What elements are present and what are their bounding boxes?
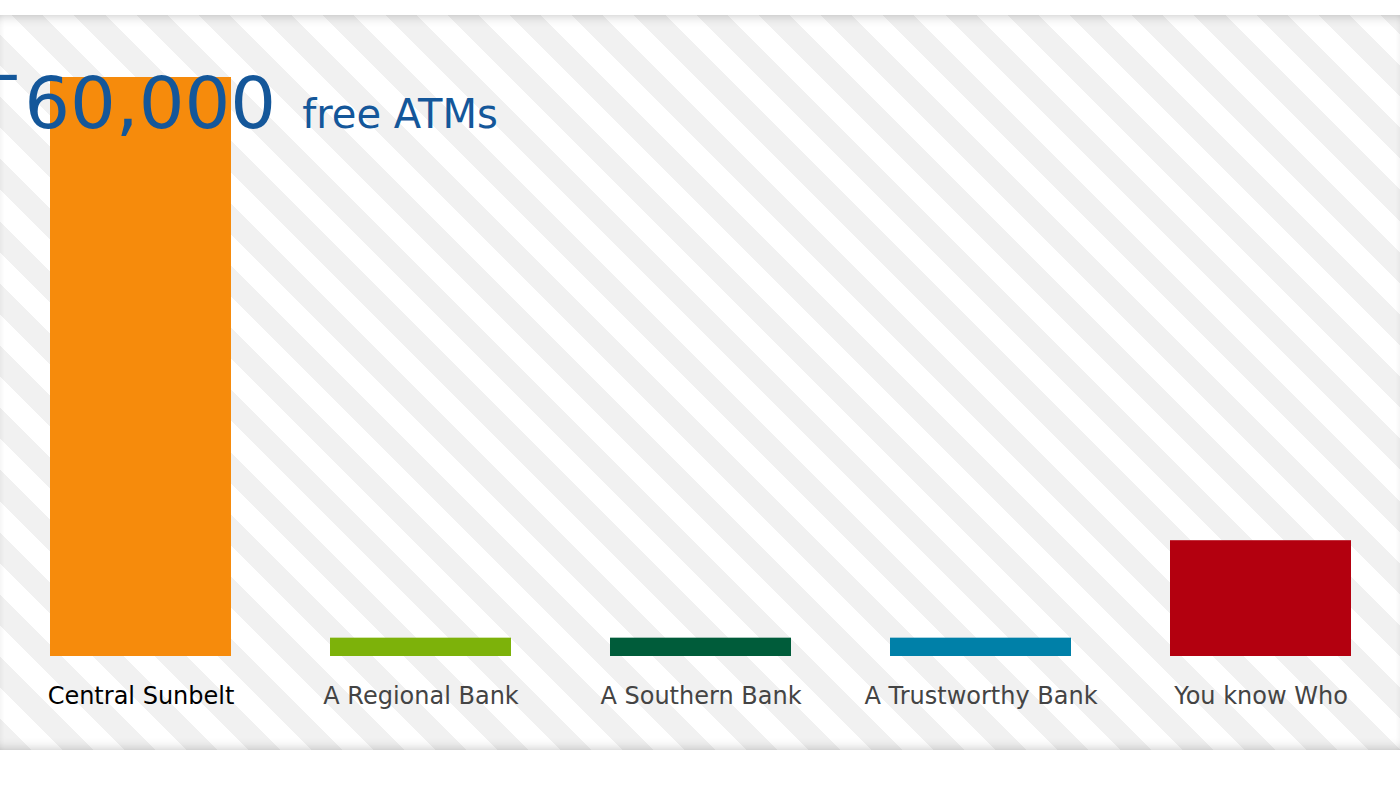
svg-text:A Regional Bank: A Regional Bank bbox=[323, 682, 519, 710]
svg-text:A Southern Bank: A Southern Bank bbox=[600, 682, 801, 710]
svg-text:¯60,000free ATMs: ¯60,000free ATMs bbox=[0, 61, 498, 145]
svg-text:A Trustworthy Bank: A Trustworthy Bank bbox=[864, 682, 1097, 710]
svg-text:Central Sunbelt: Central Sunbelt bbox=[48, 682, 235, 710]
svg-text:You know Who: You know Who bbox=[1173, 682, 1348, 710]
